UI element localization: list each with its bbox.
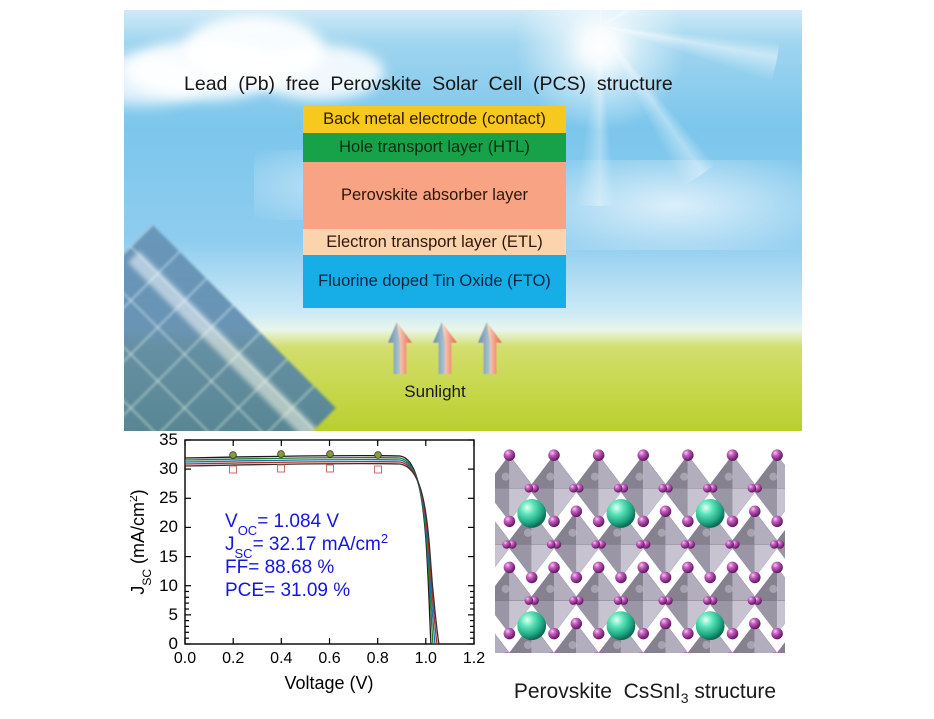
svg-text:Voltage (V): Voltage (V) — [284, 673, 373, 693]
svg-text:20: 20 — [159, 517, 178, 536]
svg-text:1.0: 1.0 — [415, 650, 437, 667]
svg-text:10: 10 — [159, 576, 178, 595]
svg-text:0.8: 0.8 — [367, 650, 389, 667]
svg-text:35: 35 — [159, 431, 178, 449]
svg-text:0.2: 0.2 — [222, 650, 244, 667]
svg-text:15: 15 — [159, 547, 178, 566]
svg-text:0.6: 0.6 — [318, 650, 340, 667]
svg-text:30: 30 — [159, 459, 178, 478]
svg-text:25: 25 — [159, 488, 178, 507]
svg-text:5: 5 — [169, 605, 178, 624]
svg-text:1.2: 1.2 — [463, 650, 485, 667]
svg-text:0.0: 0.0 — [174, 650, 196, 667]
svg-text:FF= 88.68 %: FF= 88.68 % — [225, 557, 334, 578]
svg-text:PCE= 31.09 %: PCE= 31.09 % — [225, 580, 350, 601]
svg-text:JSC (mA/cm2): JSC (mA/cm2) — [130, 489, 154, 594]
svg-text:0.4: 0.4 — [270, 650, 292, 667]
